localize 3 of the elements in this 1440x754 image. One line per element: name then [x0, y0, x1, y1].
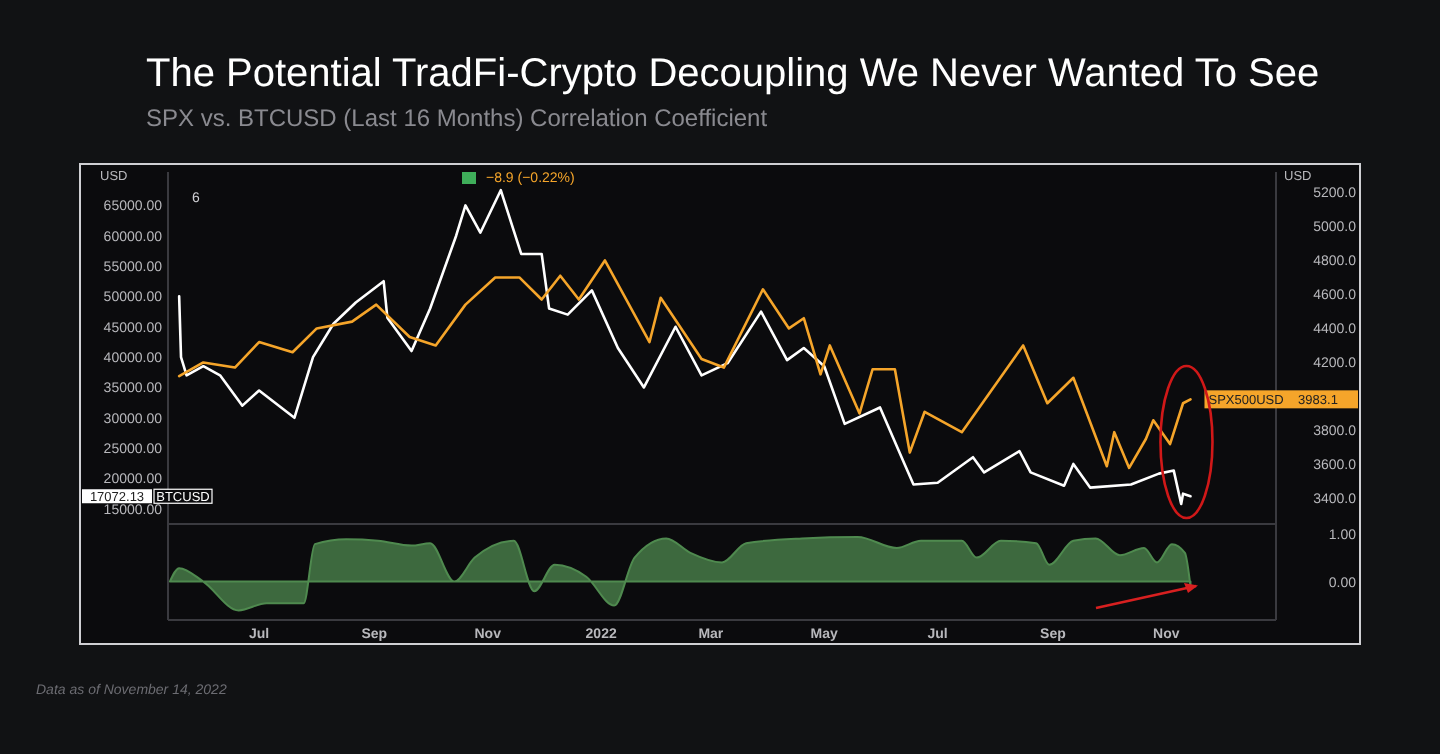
line-series [177, 259, 1192, 470]
chart-subtitle: SPX vs. BTCUSD (Last 16 Months) Correlation Coefficient [146, 104, 769, 132]
chart-title: The Potential TradFi-Crypto Decoupling We Never Wanted To See [146, 52, 1320, 96]
